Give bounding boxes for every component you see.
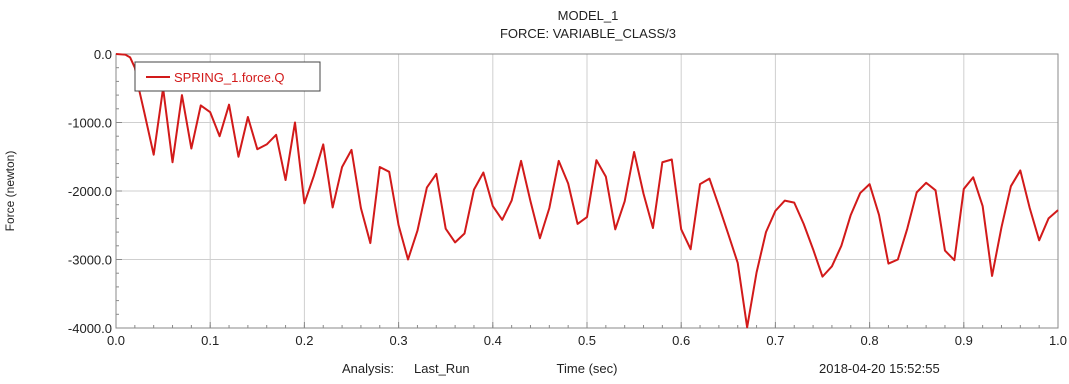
x-tick-label: 0.9 [955,333,973,348]
x-tick-label: 0.1 [201,333,219,348]
legend-label: SPRING_1.force.Q [174,70,285,85]
chart-subtitle: FORCE: VARIABLE_CLASS/3 [500,26,676,41]
x-tick-label: 0.3 [390,333,408,348]
series-layer [115,53,1059,329]
series-line-0 [115,53,1059,329]
y-tick-label: -1000.0 [68,116,112,131]
x-axis-label: Time (sec) [557,361,618,376]
analysis-label: Analysis: [342,361,394,376]
x-tick-label: 0.5 [578,333,596,348]
y-tick-label: -2000.0 [68,184,112,199]
tick-labels: 0.0 0.1 0.2 0.3 0.4 0.5 0.6 0.7 0.8 0.9 1.0 0.0 -100… [68,47,1067,348]
timestamp: 2018-04-20 15:52:55 [819,361,940,376]
x-tick-label: 0.2 [295,333,313,348]
x-tick-label: 0.8 [861,333,879,348]
y-tick-label: -4000.0 [68,321,112,336]
analysis-value: Last_Run [414,361,470,376]
x-tick-label: 0.6 [672,333,690,348]
y-tick-label: -3000.0 [68,253,112,268]
x-tick-label: 1.0 [1049,333,1067,348]
y-tick-label: 0.0 [94,47,112,62]
x-tick-label: 0.4 [484,333,502,348]
plot-frame [115,53,1059,329]
y-axis-label: Force (newton) [3,151,17,232]
chart-title: MODEL_1 [558,8,619,23]
x-tick-label: 0.0 [107,333,125,348]
x-tick-label: 0.7 [766,333,784,348]
legend: SPRING_1.force.Q [134,61,321,92]
